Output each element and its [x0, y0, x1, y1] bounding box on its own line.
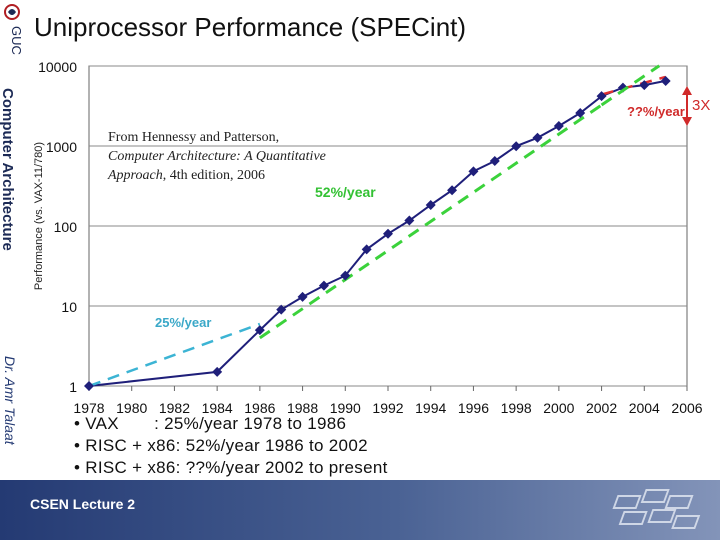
x-tick-label: 1984 [202, 400, 233, 416]
trend-line [259, 103, 603, 340]
data-point [596, 91, 607, 102]
data-point [447, 185, 458, 196]
logo-mark-swirl [8, 9, 16, 15]
trend-label-25: 25%/year [155, 315, 211, 330]
x-tick-label: 1996 [458, 400, 489, 416]
data-point [212, 366, 223, 377]
guc-logo: GUC [4, 4, 22, 55]
y-axis-label: Performance (vs. VAX-11/780) [33, 142, 45, 290]
trend-label-52: 52%/year [315, 184, 376, 200]
data-point [553, 120, 564, 131]
reference-edition: , 4th edition, 2006 [162, 168, 265, 183]
data-point [404, 215, 415, 226]
course-name: Computer Architecture [0, 88, 16, 251]
data-point [532, 132, 543, 143]
bullet-list: • VAX : 25%/year 1978 to 1986 • RISC + x… [74, 414, 388, 480]
data-point [361, 244, 372, 255]
data-point [383, 228, 393, 239]
performance-chart: 1 10 100 1000 10000 1978 1980 1982 1984 1986 1988 1… [33, 59, 710, 416]
x-tick-label: 1986 [244, 400, 275, 416]
sidebar: GUC Computer Architecture Dr. Amr Talaat [0, 0, 24, 480]
trend-line [601, 75, 666, 96]
x-tick-label: 1990 [330, 400, 361, 416]
gap-arrow-head-down [682, 117, 692, 126]
reference-line-2: Computer Architecture: A Quantitative [108, 149, 326, 164]
trend-label-unknown: ??%/year [627, 104, 685, 119]
trend-line [88, 322, 261, 388]
x-tick-label: 1978 [73, 400, 104, 416]
footer-bar: CSEN Lecture 2 [0, 480, 720, 540]
data-point [254, 325, 265, 336]
x-tick-label: 2002 [586, 400, 617, 416]
trend-line-extension [600, 64, 661, 107]
reference-line-1: From Hennessy and Patterson, [108, 130, 280, 145]
x-tick-label: 1992 [372, 400, 403, 416]
bullet-risc-1986: • RISC + x86: 52%/year 1986 to 2002 [74, 436, 368, 455]
x-tick-label: 1994 [415, 400, 446, 416]
data-point [489, 156, 500, 167]
data-point [425, 200, 436, 211]
logo-text: GUC [9, 26, 22, 55]
x-tick-label: 1988 [287, 400, 318, 416]
data-point [575, 108, 586, 119]
page-title: Uniprocessor Performance (SPECint) [34, 12, 467, 42]
x-tick-label: 1982 [159, 400, 190, 416]
y-tick-label: 1000 [46, 139, 77, 155]
data-point [297, 291, 308, 302]
author-name: Dr. Amr Talaat [2, 356, 18, 445]
data-point [84, 381, 94, 391]
data-point [660, 75, 671, 86]
x-tick-label: 2000 [543, 400, 574, 416]
data-point [318, 280, 329, 291]
gap-arrow-head-up [682, 86, 692, 95]
reference-book-title: Approach [108, 168, 163, 183]
logo-mark [4, 4, 20, 20]
y-tick-label: 100 [54, 219, 78, 235]
data-point [511, 141, 522, 152]
data-point [468, 166, 479, 177]
source-reference: From Hennessy and Patterson, Computer Ar… [108, 128, 326, 185]
data-point [276, 304, 287, 315]
bullet-risc-2002: • RISC + x86: ??%/year 2002 to present [74, 458, 388, 477]
y-tick-label: 10 [61, 299, 77, 315]
series-line [88, 79, 666, 387]
x-tick-label: 1980 [116, 400, 147, 416]
footer-label: CSEN Lecture 2 [30, 496, 136, 512]
y-tick-label: 10000 [38, 59, 77, 75]
x-tick-label: 2006 [671, 400, 702, 416]
data-point [340, 270, 351, 281]
x-tick-label: 1998 [501, 400, 532, 416]
y-tick-label: 1 [69, 379, 77, 395]
x-tick-label: 2004 [629, 400, 660, 416]
gap-annotation: 3X [692, 97, 710, 114]
bullet-vax: • VAX : 25%/year 1978 to 1986 [74, 414, 347, 433]
reference-line-3: Approach, 4th edition, 2006 [108, 166, 326, 185]
footer-decoration [612, 489, 701, 529]
data-point [639, 80, 650, 91]
